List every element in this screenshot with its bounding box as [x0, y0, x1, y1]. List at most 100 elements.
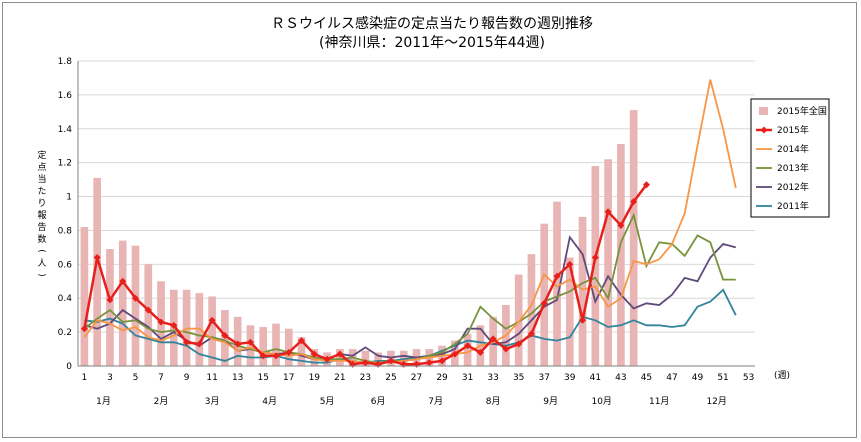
y-axis-label-char: 告 [37, 221, 46, 233]
x-tick-label: 11 [206, 373, 217, 383]
bars-2015-national [80, 110, 638, 366]
bar-2015-national [297, 337, 306, 366]
y-axis-label-char: 報 [37, 210, 46, 221]
point-2015年 [617, 221, 625, 229]
point-2015年 [579, 316, 587, 324]
bar-2015-national [565, 257, 574, 366]
y-axis-label-char: ) [36, 273, 46, 277]
y-axis-label-char: た [37, 186, 46, 197]
grid [78, 60, 755, 333]
legend-label: 2011年 [777, 200, 809, 212]
legend-swatch [759, 107, 768, 115]
x-tick-label: 31 [462, 373, 473, 383]
point-2015年 [451, 350, 459, 358]
y-axis-label-char: 人 [37, 258, 46, 269]
point-2015年 [642, 181, 650, 189]
x-tick-label: 41 [590, 373, 601, 383]
series-line-2014年 [83, 79, 737, 364]
series-line-2011年 [84, 288, 737, 364]
x-tick-label: 45 [641, 373, 652, 383]
bar-2015-national [617, 144, 625, 366]
x-tick-label: 9 [184, 373, 190, 383]
point-2015年 [489, 335, 497, 343]
point-2015年 [298, 337, 306, 345]
point-2015年 [604, 208, 612, 216]
point-2015年 [425, 359, 433, 367]
point-2015年 [515, 340, 523, 348]
point-2015年 [630, 198, 638, 206]
bar-2015-national [463, 333, 472, 366]
x-tick-label: 29 [436, 373, 448, 383]
point-2015年 [119, 277, 127, 285]
x-tick-label: 13 [232, 373, 243, 383]
bar-2015-national [208, 296, 216, 366]
bar-2015-national [284, 328, 293, 366]
legend-label: 2015年 [777, 124, 809, 136]
legend-box [750, 98, 830, 218]
chart-subtitle: (神奈川県：2011年～2015年44週) [319, 35, 545, 51]
x-tick-label: 3 [107, 373, 113, 383]
x-tick-label: 51 [717, 373, 728, 383]
chart-title: ＲＳウイルス感染症の定点当たり報告数の週別推移 [271, 15, 593, 32]
y-axis-label-char: り [37, 198, 46, 209]
y-axis-label-char: 点 [37, 162, 46, 173]
point-2015年 [183, 338, 191, 346]
series-line-2013年 [83, 212, 736, 364]
y-tick-label: 0.8 [58, 226, 73, 236]
y-axis-label-char: 定 [37, 149, 46, 161]
point-2015年 [272, 352, 280, 360]
bar-2015-national [629, 110, 638, 366]
point-2015年 [195, 340, 203, 348]
legend-label: 2012年 [777, 181, 809, 193]
month-label: 2月 [154, 396, 169, 407]
legend-marker [760, 126, 768, 134]
month-label: 12月 [706, 396, 726, 407]
point-2015年 [476, 348, 484, 356]
point-2015年 [170, 321, 178, 329]
point-2015年 [93, 254, 101, 262]
bar-2015-national [540, 223, 549, 366]
bar-2015-national [604, 159, 612, 366]
x-tick-label: 21 [334, 373, 345, 383]
point-2015年 [566, 260, 574, 268]
x-tick-label: 19 [309, 373, 321, 383]
y-axis-label-char: 当 [37, 173, 46, 185]
month-label: 11月 [649, 396, 669, 407]
y-tick-label: 0 [66, 362, 72, 372]
point-2015年 [323, 355, 331, 363]
x-tick-label: 49 [692, 373, 704, 383]
month-label: 4月 [262, 396, 277, 407]
point-2015年 [310, 350, 318, 358]
point-2015年 [361, 359, 369, 367]
month-label: 3月 [205, 396, 220, 407]
point-2015年 [234, 340, 242, 348]
point-2015年 [438, 357, 446, 365]
legend-label: 2015年全国 [777, 105, 827, 117]
bar-2015-national [591, 166, 600, 366]
y-axis-label-char: 数 [37, 233, 46, 245]
y-axis-label-char: ( [36, 249, 46, 253]
bar-2015-national [578, 216, 587, 366]
point-2015年 [131, 294, 139, 302]
point-2015年 [221, 332, 229, 339]
series-lines [80, 79, 737, 368]
bar-2015-national [514, 274, 523, 366]
month-label: 9月 [543, 396, 558, 407]
x-tick-label: 17 [283, 373, 294, 383]
legend-label: 2014年 [777, 143, 809, 155]
point-2015年 [285, 348, 293, 356]
x-tick-label: 27 [411, 373, 422, 383]
bar-2015-national [93, 177, 101, 366]
x-tick-label: 25 [385, 373, 396, 383]
y-tick-label: 1.8 [58, 57, 73, 67]
y-tick-label: 1.2 [58, 159, 72, 169]
bar-2015-national [259, 327, 268, 366]
x-tick-label: 35 [513, 373, 524, 383]
point-2015年 [336, 350, 344, 358]
bar-2015-national [361, 350, 370, 366]
x-tick-label: 47 [666, 373, 677, 383]
y-tick-label: 1.6 [58, 91, 73, 101]
point-2015年 [591, 254, 599, 262]
point-2015年 [208, 316, 216, 324]
point-2015年 [387, 357, 395, 365]
